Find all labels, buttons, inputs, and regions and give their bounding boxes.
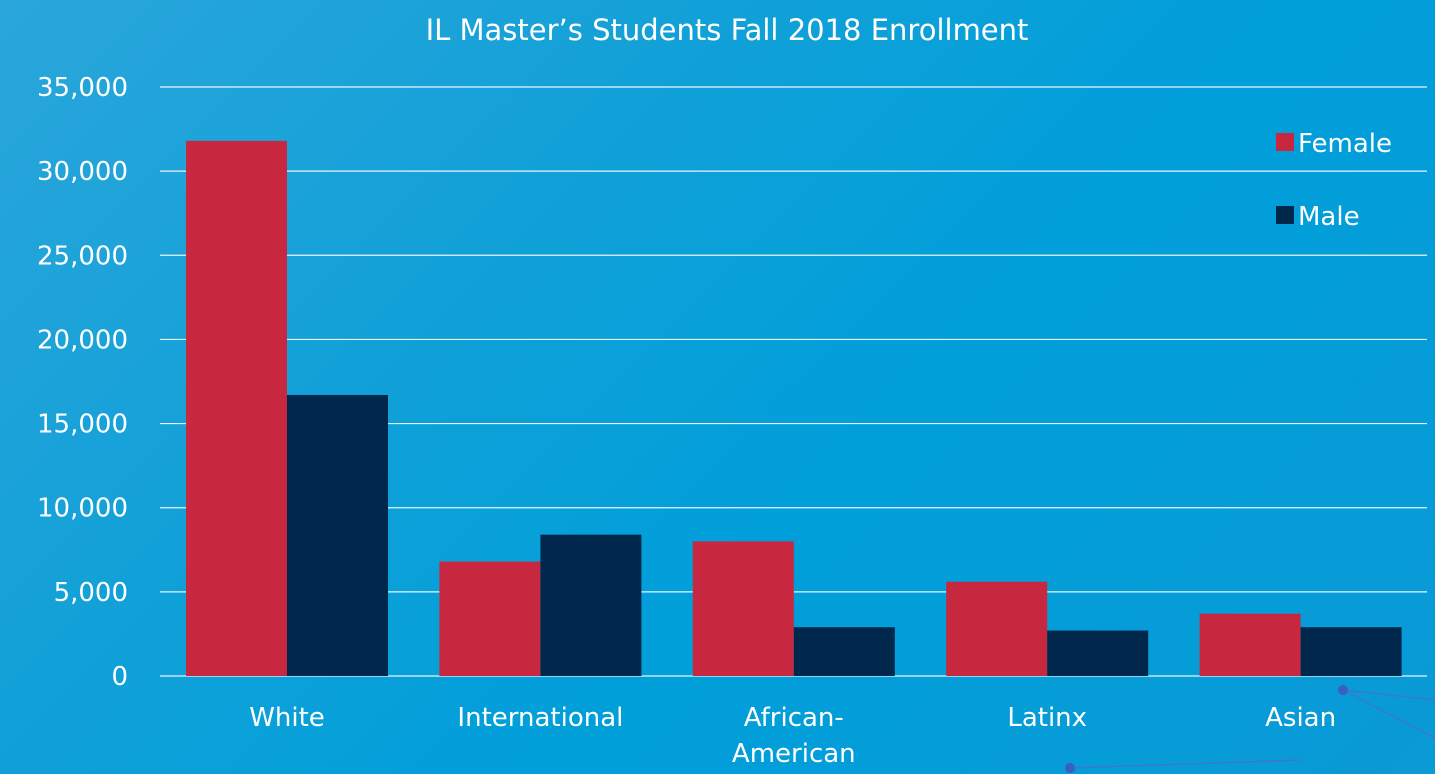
x-category-label: White bbox=[249, 703, 325, 733]
bar-female-international bbox=[439, 562, 540, 676]
x-category-label: International bbox=[457, 703, 623, 733]
bar-female-asian bbox=[1200, 614, 1301, 676]
decorative-network-lines bbox=[1065, 685, 1435, 773]
bar-male-international bbox=[540, 535, 641, 676]
x-category-label-line: White bbox=[249, 703, 325, 733]
decor-node bbox=[1065, 763, 1075, 773]
decor-line bbox=[1343, 690, 1435, 738]
y-tick-label: 20,000 bbox=[37, 325, 128, 355]
chart-title: IL Master’s Students Fall 2018 Enrollmen… bbox=[426, 13, 1029, 47]
x-category-label: Latinx bbox=[1007, 703, 1087, 733]
bar-male-african-american bbox=[794, 627, 895, 676]
x-category-label: African- American bbox=[732, 703, 856, 769]
x-category-label-line: Asian bbox=[1265, 703, 1336, 733]
bar-male-latinx bbox=[1047, 631, 1148, 676]
y-tick-label: 5,000 bbox=[54, 578, 128, 608]
y-tick-label: 0 bbox=[111, 662, 128, 692]
x-category-label: Asian bbox=[1265, 703, 1336, 733]
x-category-label-line: Latinx bbox=[1007, 703, 1087, 733]
decor-line bbox=[1070, 760, 1300, 768]
legend-label-male: Male bbox=[1298, 202, 1360, 232]
legend-label-female: Female bbox=[1298, 129, 1392, 159]
decor-node bbox=[1338, 685, 1348, 695]
legend-swatch-female bbox=[1276, 133, 1294, 151]
bar-male-asian bbox=[1301, 627, 1402, 676]
bars bbox=[186, 141, 1402, 676]
legend-swatch-male bbox=[1276, 206, 1294, 224]
x-category-label-line: African- bbox=[744, 703, 844, 733]
y-tick-label: 15,000 bbox=[37, 410, 128, 440]
y-axis-tick-labels: 0 5,000 10,000 15,000 20,000 25,000 30,000 35,0… bbox=[37, 73, 128, 692]
legend: Female Male bbox=[1276, 129, 1392, 232]
y-tick-label: 10,000 bbox=[37, 494, 128, 524]
y-tick-label: 25,000 bbox=[37, 241, 128, 271]
x-category-label-line: International bbox=[457, 703, 623, 733]
x-category-label-line: American bbox=[732, 739, 856, 769]
x-axis-category-labels: White International African- American Latinx… bbox=[249, 703, 1336, 769]
decor-line bbox=[1343, 690, 1435, 700]
bar-female-latinx bbox=[946, 582, 1047, 676]
bar-male-white bbox=[287, 395, 388, 676]
y-tick-label: 35,000 bbox=[37, 73, 128, 103]
y-tick-label: 30,000 bbox=[37, 157, 128, 187]
bar-female-white bbox=[186, 141, 287, 676]
bar-female-african-american bbox=[693, 541, 794, 676]
